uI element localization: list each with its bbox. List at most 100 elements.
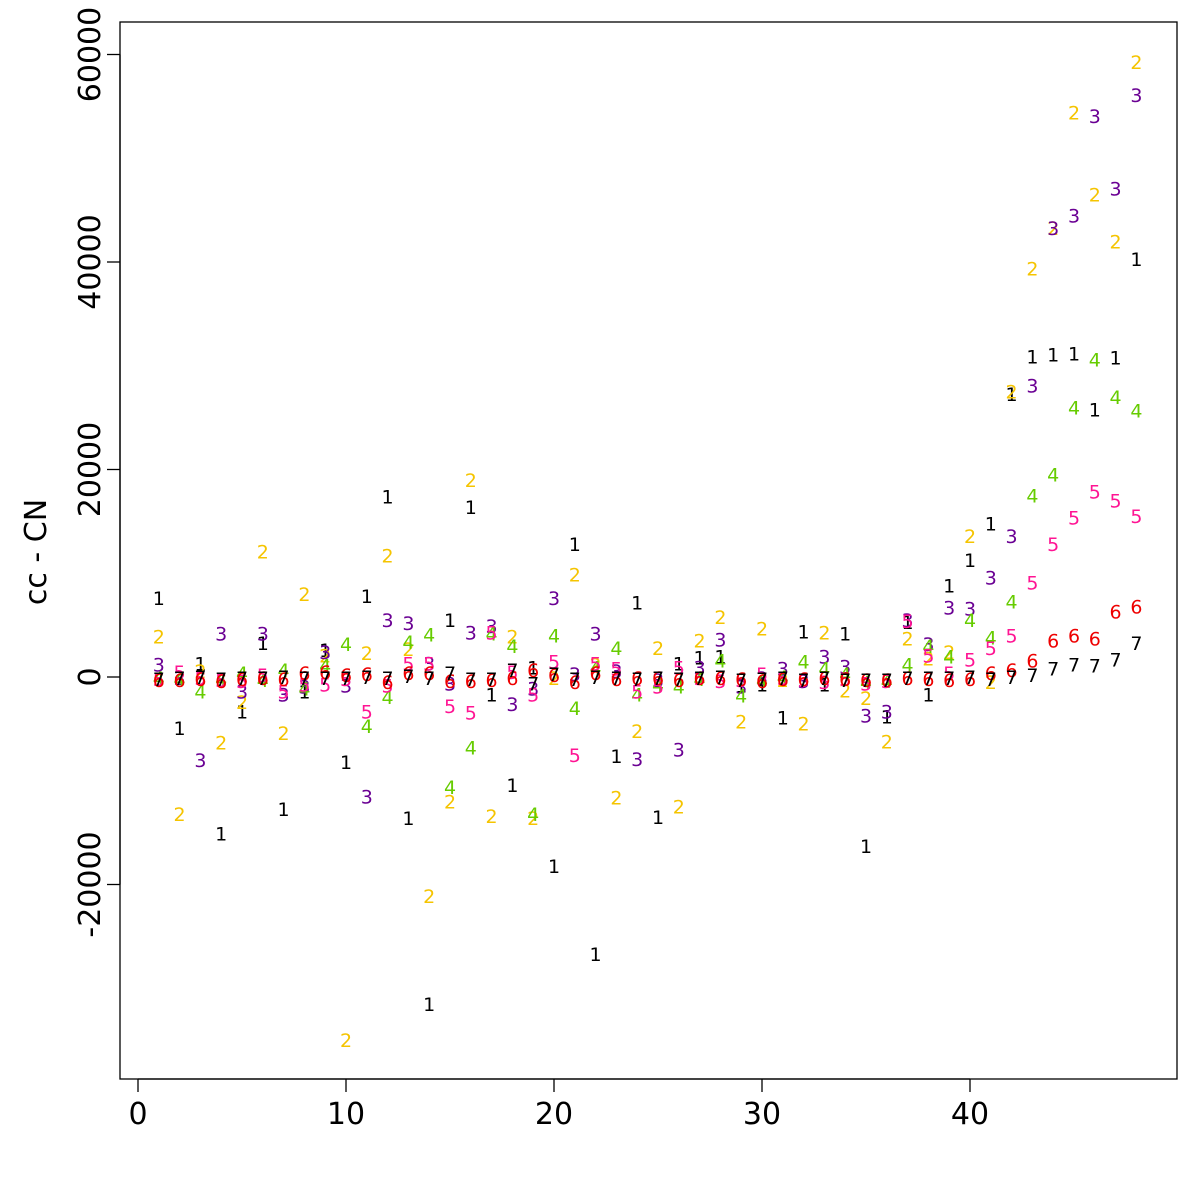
data-point: 5 <box>590 654 602 676</box>
data-point: 1 <box>777 708 789 730</box>
data-point: 3 <box>673 740 685 762</box>
data-point: 5 <box>215 670 227 692</box>
data-point: 6 <box>194 669 206 691</box>
data-point: 5 <box>174 662 186 684</box>
data-point: 7 <box>1089 656 1101 678</box>
data-point: 7 <box>631 669 643 691</box>
data-point: 6 <box>527 660 539 682</box>
data-point: 2 <box>902 629 914 651</box>
data-point: 2 <box>943 642 955 664</box>
data-point: 5 <box>735 670 747 692</box>
data-point: 4 <box>340 634 352 656</box>
data-point: 6 <box>881 670 893 692</box>
x-tick-label: 40 <box>951 1097 989 1132</box>
data-point: 1 <box>340 752 352 774</box>
data-point: 1 <box>361 586 373 608</box>
data-point: 7 <box>1006 667 1018 689</box>
data-point: 2 <box>298 584 310 606</box>
data-point: 7 <box>1047 659 1059 681</box>
data-point: 2 <box>610 787 622 809</box>
data-point: 2 <box>215 732 227 754</box>
data-point: 3 <box>569 664 581 686</box>
data-point: 5 <box>1110 491 1122 513</box>
data-point: 6 <box>361 664 373 686</box>
data-point: 6 <box>1110 602 1122 624</box>
data-point: 3 <box>964 599 976 621</box>
data-point: 5 <box>1026 573 1038 595</box>
data-point: 6 <box>298 663 310 685</box>
data-point: 5 <box>860 673 872 695</box>
data-point: 5 <box>506 662 518 684</box>
data-point: 6 <box>860 670 872 692</box>
data-point: 6 <box>548 665 560 687</box>
data-point: 4 <box>652 674 664 696</box>
data-point: 4 <box>839 664 851 686</box>
data-point: 4 <box>964 610 976 632</box>
data-point: 2 <box>1026 258 1038 280</box>
data-point: 7 <box>402 666 414 688</box>
data-point: 4 <box>798 651 810 673</box>
data-point: 1 <box>527 658 539 680</box>
data-point: 6 <box>236 669 248 691</box>
data-point: 4 <box>985 628 997 650</box>
data-point: 4 <box>922 636 934 658</box>
data-point: 7 <box>860 670 872 692</box>
data-point: 7 <box>486 669 498 691</box>
data-point: 1 <box>673 654 685 676</box>
data-point: 2 <box>444 792 456 814</box>
data-point: 3 <box>1068 205 1080 227</box>
y-axis: -20000 0 20000 40000 60000 <box>73 7 121 938</box>
data-point: 6 <box>798 669 810 691</box>
data-point: 1 <box>610 746 622 768</box>
data-point: 2 <box>382 546 394 568</box>
data-point: 1 <box>818 674 830 696</box>
y-tick-label: -20000 <box>73 831 108 937</box>
data-point: 1 <box>215 824 227 846</box>
data-point: 2 <box>1068 103 1080 125</box>
data-point: 1 <box>985 513 997 535</box>
data-point: 4 <box>402 632 414 654</box>
data-point: 7 <box>714 667 726 689</box>
data-point: 5 <box>839 669 851 691</box>
data-point: 3 <box>1047 218 1059 240</box>
data-point: 3 <box>153 655 165 677</box>
data-point: 6 <box>569 672 581 694</box>
data-point: 2 <box>922 648 934 670</box>
data-point: 1 <box>839 623 851 645</box>
data-point: 5 <box>985 638 997 660</box>
data-point: 1 <box>236 701 248 723</box>
data-point: 7 <box>465 669 477 691</box>
series-7: 7 7 7 7 7 7 7 7 7 7 7 7 7 7 7 7 7 77 7 7 7 7 7 7 7 7 7 7 7 7 7 7 7 7 7 7 7 7 7… <box>153 633 1143 695</box>
data-point: 7 <box>818 668 830 690</box>
data-point: 7 <box>1026 665 1038 687</box>
data-point: 5 <box>548 651 560 673</box>
x-tick-label: 10 <box>327 1097 365 1132</box>
data-point: 5 <box>777 668 789 690</box>
data-point: 6 <box>340 665 352 687</box>
data-point: 1 <box>1047 344 1059 366</box>
data-point: 5 <box>486 622 498 644</box>
data-point: 4 <box>1068 397 1080 419</box>
data-point: 2 <box>818 622 830 644</box>
data-point: 7 <box>298 668 310 690</box>
data-point: 6 <box>506 668 518 690</box>
data-point: 7 <box>777 668 789 690</box>
data-point: 3 <box>278 685 290 707</box>
data-point: 4 <box>1110 387 1122 409</box>
data-point: 4 <box>610 638 622 660</box>
data-point: 7 <box>194 667 206 689</box>
data-point: 4 <box>298 678 310 700</box>
data-point: 1 <box>631 592 643 614</box>
data-point: 7 <box>215 669 227 691</box>
data-point: 5 <box>798 670 810 692</box>
data-point: 7 <box>610 668 622 690</box>
data-point: 6 <box>1068 626 1080 648</box>
data-point: 1 <box>319 640 331 662</box>
data-point: 2 <box>1089 185 1101 207</box>
data-point: 6 <box>1026 650 1038 672</box>
data-point: 2 <box>340 1030 352 1052</box>
data-point: 7 <box>569 669 581 691</box>
data-point: 5 <box>922 645 934 667</box>
data-point: 5 <box>340 669 352 691</box>
